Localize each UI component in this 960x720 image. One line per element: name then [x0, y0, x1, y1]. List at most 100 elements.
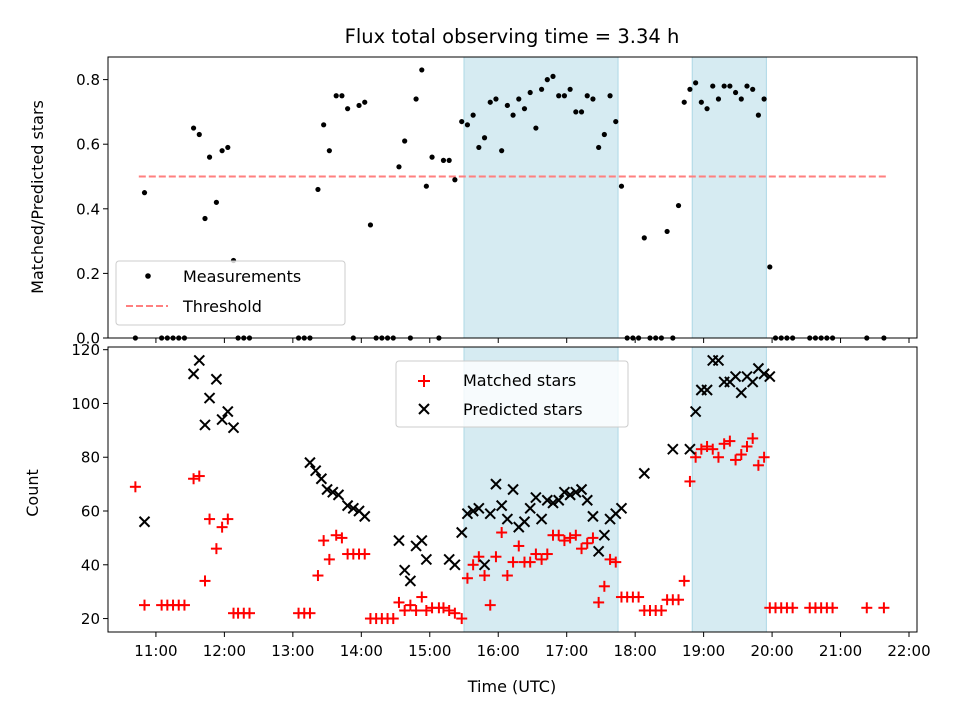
matched-star-point — [678, 575, 690, 587]
measurement-point — [141, 190, 148, 196]
measurement-point — [196, 131, 202, 138]
cross-b — [490, 478, 502, 490]
matched-star-point — [655, 604, 667, 616]
measurement-point — [202, 215, 208, 222]
y-tick-label: 0.6 — [76, 136, 100, 154]
measurement-point — [687, 86, 693, 92]
measurement-point — [429, 154, 435, 160]
x-tick-label: 21:00 — [819, 642, 862, 660]
legend-label-predicted: Predicted stars — [463, 400, 583, 419]
matched-star-point — [216, 521, 228, 533]
matched-star-point — [524, 556, 536, 568]
cross-b — [404, 575, 417, 587]
matched-star-point — [449, 607, 461, 619]
shaded-interval — [691, 56, 767, 339]
matched-star-point — [558, 535, 570, 547]
measurement-point — [452, 177, 458, 183]
measurement-point — [573, 109, 579, 115]
measurement-point — [641, 235, 647, 241]
predicted-star-point — [304, 456, 316, 469]
cross-b — [341, 499, 354, 512]
measurement-point — [213, 199, 219, 205]
matched-star-point — [553, 529, 565, 541]
predicted-star-point — [564, 489, 576, 501]
predicted-star-point — [735, 387, 747, 399]
count-chart: 20 40 60 80 100 120 11:00 12:00 13:00 14:00 15:00… — [23, 341, 931, 696]
measurement-point — [487, 99, 493, 105]
predicted-star-point — [530, 491, 542, 504]
measurement-point — [206, 154, 213, 160]
measurement-point — [681, 99, 687, 105]
measurement-point — [556, 93, 562, 99]
measurement-point — [510, 112, 516, 118]
matched-star-point — [576, 543, 588, 555]
cross-b — [443, 553, 455, 566]
predicted-star-point — [615, 502, 628, 515]
predicted-star-point — [203, 392, 216, 404]
measurement-point — [538, 86, 545, 92]
matched-star-point — [304, 607, 316, 619]
predicted-star-point — [187, 368, 200, 380]
measurement-point — [698, 99, 704, 105]
cross-b — [456, 526, 468, 539]
measurement-point — [356, 102, 362, 109]
measurement-point — [675, 202, 682, 209]
cross-b — [535, 513, 548, 525]
measurement-point — [533, 125, 539, 131]
cross-b — [764, 370, 776, 383]
matched-star-point — [718, 438, 730, 450]
measurement-point — [423, 183, 429, 189]
cross-b — [199, 419, 211, 431]
matched-star-point — [393, 596, 405, 608]
cross-b — [564, 489, 576, 501]
predicted-star-point — [553, 494, 565, 506]
ratio-chart: Flux total observing time = 3.34 h 0.00.… — [28, 25, 918, 348]
legend: Measurements Threshold — [115, 260, 346, 326]
matched-star-point — [490, 551, 502, 563]
cross-b — [222, 405, 234, 418]
matched-star-point — [404, 599, 416, 611]
predicted-star-point — [729, 370, 742, 383]
predicted-star-point — [359, 510, 371, 523]
predicted-star-point — [321, 483, 333, 496]
x-tick-label: 16:00 — [477, 642, 520, 660]
matched-star-point — [570, 529, 582, 541]
x-tick-label: 20:00 — [750, 642, 793, 660]
predicted-star-point — [524, 502, 536, 515]
cross-b — [501, 513, 514, 525]
predicted-star-point — [558, 486, 571, 498]
predicted-star-point — [449, 559, 461, 571]
y-ticks: 0.0 0.2 0.4 0.6 0.8 — [76, 71, 108, 348]
measurement-point — [521, 106, 528, 112]
predicted-star-point — [518, 516, 531, 528]
matched-star-point — [193, 470, 205, 482]
matched-star-point — [416, 591, 428, 603]
cross-b — [193, 354, 205, 367]
measurement-points — [132, 67, 887, 341]
measurement-point — [326, 148, 332, 154]
measurement-point — [333, 93, 339, 99]
measurement-point — [527, 89, 533, 96]
predicted-star-point — [598, 529, 611, 541]
predicted-star-point — [684, 443, 696, 455]
matched-star-point — [758, 451, 770, 463]
matched-star-point — [633, 591, 645, 603]
cross-b — [227, 421, 240, 434]
matched-star-point — [587, 532, 599, 544]
matched-star-point — [336, 532, 348, 544]
measurement-point — [550, 73, 556, 79]
measurement-point — [738, 96, 744, 102]
cross-b — [353, 505, 365, 517]
matched-star-point — [387, 613, 399, 625]
cross-b — [587, 510, 599, 523]
measurement-point — [578, 109, 585, 115]
x-tick-label: 12:00 — [203, 642, 246, 660]
predicted-star-point — [507, 483, 519, 496]
cross-b — [187, 368, 200, 380]
predicted-stars-points — [138, 354, 776, 587]
matched-star-point — [473, 551, 485, 563]
predicted-star-point — [467, 505, 479, 517]
cross-b — [689, 405, 702, 418]
y-axis-label: Count — [23, 469, 42, 517]
predicted-star-point — [478, 559, 491, 571]
